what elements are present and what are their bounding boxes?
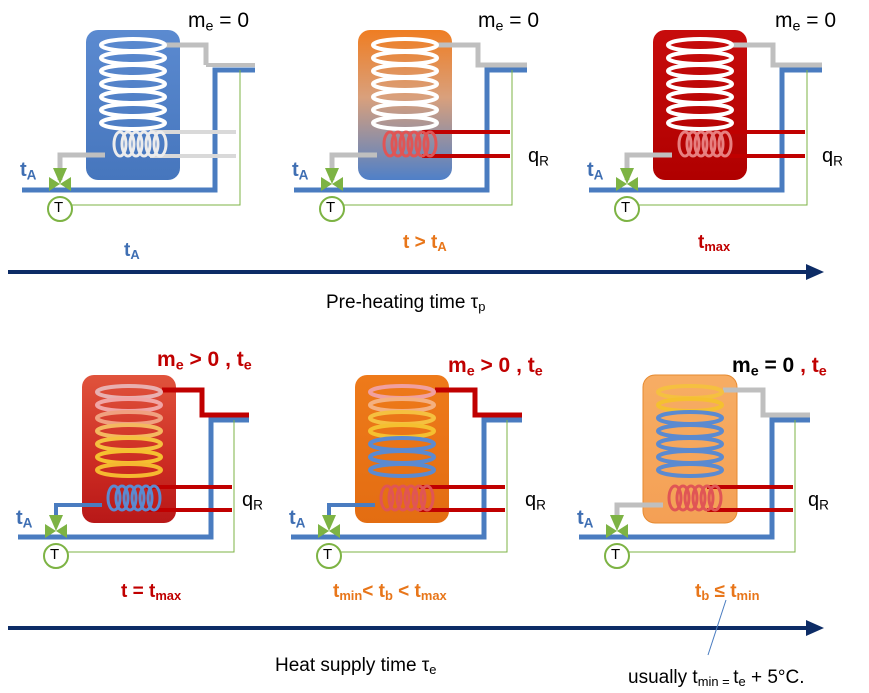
stage-label-6: tb ≤ tmin	[695, 581, 760, 604]
sensor-label-2: T	[326, 199, 336, 216]
tank1-flow-label: me = 0	[188, 9, 250, 35]
heat-input-label-4: qR	[242, 489, 263, 513]
inlet-temp-label-1: tA	[20, 159, 37, 183]
control-line-1	[60, 70, 241, 206]
heat-supply-time-arrow	[8, 620, 824, 636]
sensor-label-5: T	[323, 546, 333, 563]
tank3-flow-label: me = 0	[775, 9, 837, 35]
stage-label-4: t = tmax	[121, 581, 182, 604]
storage-tank-1	[22, 30, 255, 222]
heat-input-label-5: qR	[525, 489, 546, 513]
sensor-label-4: T	[50, 546, 60, 563]
heat-exchanger-coil-1	[99, 37, 167, 131]
small-coil-1	[112, 130, 168, 158]
heating-coil-pipes-1	[150, 130, 236, 158]
preheating-time-arrow	[8, 264, 824, 280]
tank5-flow-label: me > 0 , te	[448, 354, 543, 380]
storage-tank-2	[294, 30, 527, 222]
storage-tank-6	[579, 374, 810, 569]
storage-tank-5	[291, 375, 522, 569]
tank6-flow-label: me = 0 , te	[732, 354, 827, 380]
minimum-temp-note: usually tmin = te + 5°C.	[628, 667, 805, 690]
stage-label-1: tA	[124, 240, 140, 263]
sensor-label-3: T	[621, 199, 631, 216]
storage-tank-4	[18, 375, 249, 569]
storage-tank-3	[589, 30, 822, 222]
heat-input-label-6: qR	[808, 489, 829, 513]
heat-input-label-3: qR	[822, 145, 843, 169]
inlet-temp-label-4: tA	[16, 507, 33, 531]
inlet-temp-label-3: tA	[587, 159, 604, 183]
stage-label-5: tmin< tb < tmax	[333, 581, 447, 604]
sensor-label-1: T	[54, 199, 64, 216]
inlet-temp-label-5: tA	[289, 507, 306, 531]
tank4-flow-label: me > 0 , te	[157, 348, 252, 374]
valve-1	[47, 168, 73, 222]
heat-supply-time-label: Heat supply time τe	[275, 655, 437, 678]
inlet-temp-label-2: tA	[292, 159, 309, 183]
preheating-time-label: Pre-heating time τp	[326, 292, 486, 315]
tank2-flow-label: me = 0	[478, 9, 540, 35]
heat-input-label-2: qR	[528, 145, 549, 169]
note-pointer-line	[707, 599, 727, 656]
sensor-label-6: T	[611, 546, 621, 563]
inlet-temp-label-6: tA	[577, 507, 594, 531]
stage-label-3: tmax	[698, 232, 731, 255]
stage-label-2: t > tA	[403, 232, 447, 255]
